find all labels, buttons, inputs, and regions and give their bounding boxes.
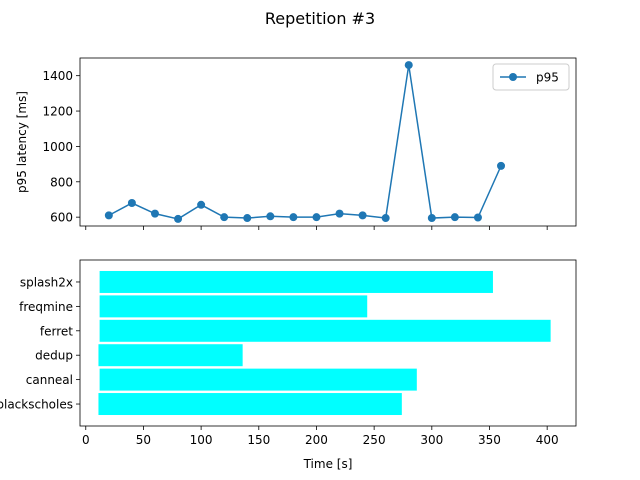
- y-tick-label: 600: [50, 211, 73, 225]
- bar-blackscholes: [98, 393, 402, 416]
- x-axis-label: Time [s]: [303, 457, 353, 471]
- legend-box: [492, 63, 570, 91]
- x-tick-label: 0: [82, 433, 90, 447]
- x-tick-label: 50: [136, 433, 151, 447]
- x-tick-label: 400: [536, 433, 559, 447]
- x-tick-label: 350: [478, 433, 501, 447]
- category-label: splash2x: [20, 275, 73, 289]
- data-point: [220, 213, 229, 222]
- data-point: [312, 213, 321, 222]
- data-point: [497, 161, 506, 170]
- data-point: [289, 213, 298, 222]
- data-point: [335, 209, 344, 218]
- data-point: [473, 213, 482, 222]
- x-tick-label: 150: [247, 433, 270, 447]
- y-tick-label: 1000: [42, 140, 73, 154]
- data-point: [450, 213, 459, 222]
- data-point: [266, 212, 275, 221]
- legend-marker: [509, 73, 517, 81]
- x-tick-label: 200: [305, 433, 328, 447]
- data-point: [243, 214, 252, 223]
- bar-dedup: [98, 344, 243, 367]
- x-tick-label: 100: [190, 433, 213, 447]
- data-point: [150, 209, 159, 218]
- y-axis-label: p95 latency [ms]: [15, 91, 29, 193]
- y-tick-label: 800: [50, 175, 73, 189]
- data-point: [197, 200, 206, 209]
- bar-canneal: [99, 368, 417, 391]
- data-point: [104, 211, 113, 220]
- bottom-axes-frame: [79, 259, 577, 427]
- top-axes-frame: [79, 57, 577, 227]
- data-point: [358, 211, 367, 220]
- y-tick-label: 1200: [42, 105, 73, 119]
- y-tick-label: 1400: [42, 69, 73, 83]
- category-label: freqmine: [19, 300, 73, 314]
- bottom-axes: blackscholes canneal dedup ferret freqmine sp…: [0, 259, 577, 471]
- bar-ferret: [99, 319, 551, 342]
- data-point: [404, 61, 413, 70]
- category-label: canneal: [26, 373, 73, 387]
- category-label: ferret: [40, 324, 73, 338]
- bar-splash2x: [99, 270, 493, 293]
- bar-freqmine: [99, 295, 368, 318]
- data-point: [381, 214, 390, 223]
- legend-label: p95: [536, 71, 559, 85]
- data-point: [174, 214, 183, 223]
- data-point: [427, 214, 436, 223]
- top-axes: 600 800 1000 1200 1400 p95 latency [ms] p95: [15, 57, 577, 230]
- x-tick-label: 250: [363, 433, 386, 447]
- figure-title: Repetition #3: [265, 9, 375, 28]
- x-tick-label: 300: [420, 433, 443, 447]
- category-label: blackscholes: [0, 398, 73, 412]
- data-point: [127, 199, 136, 208]
- category-label: dedup: [35, 349, 73, 363]
